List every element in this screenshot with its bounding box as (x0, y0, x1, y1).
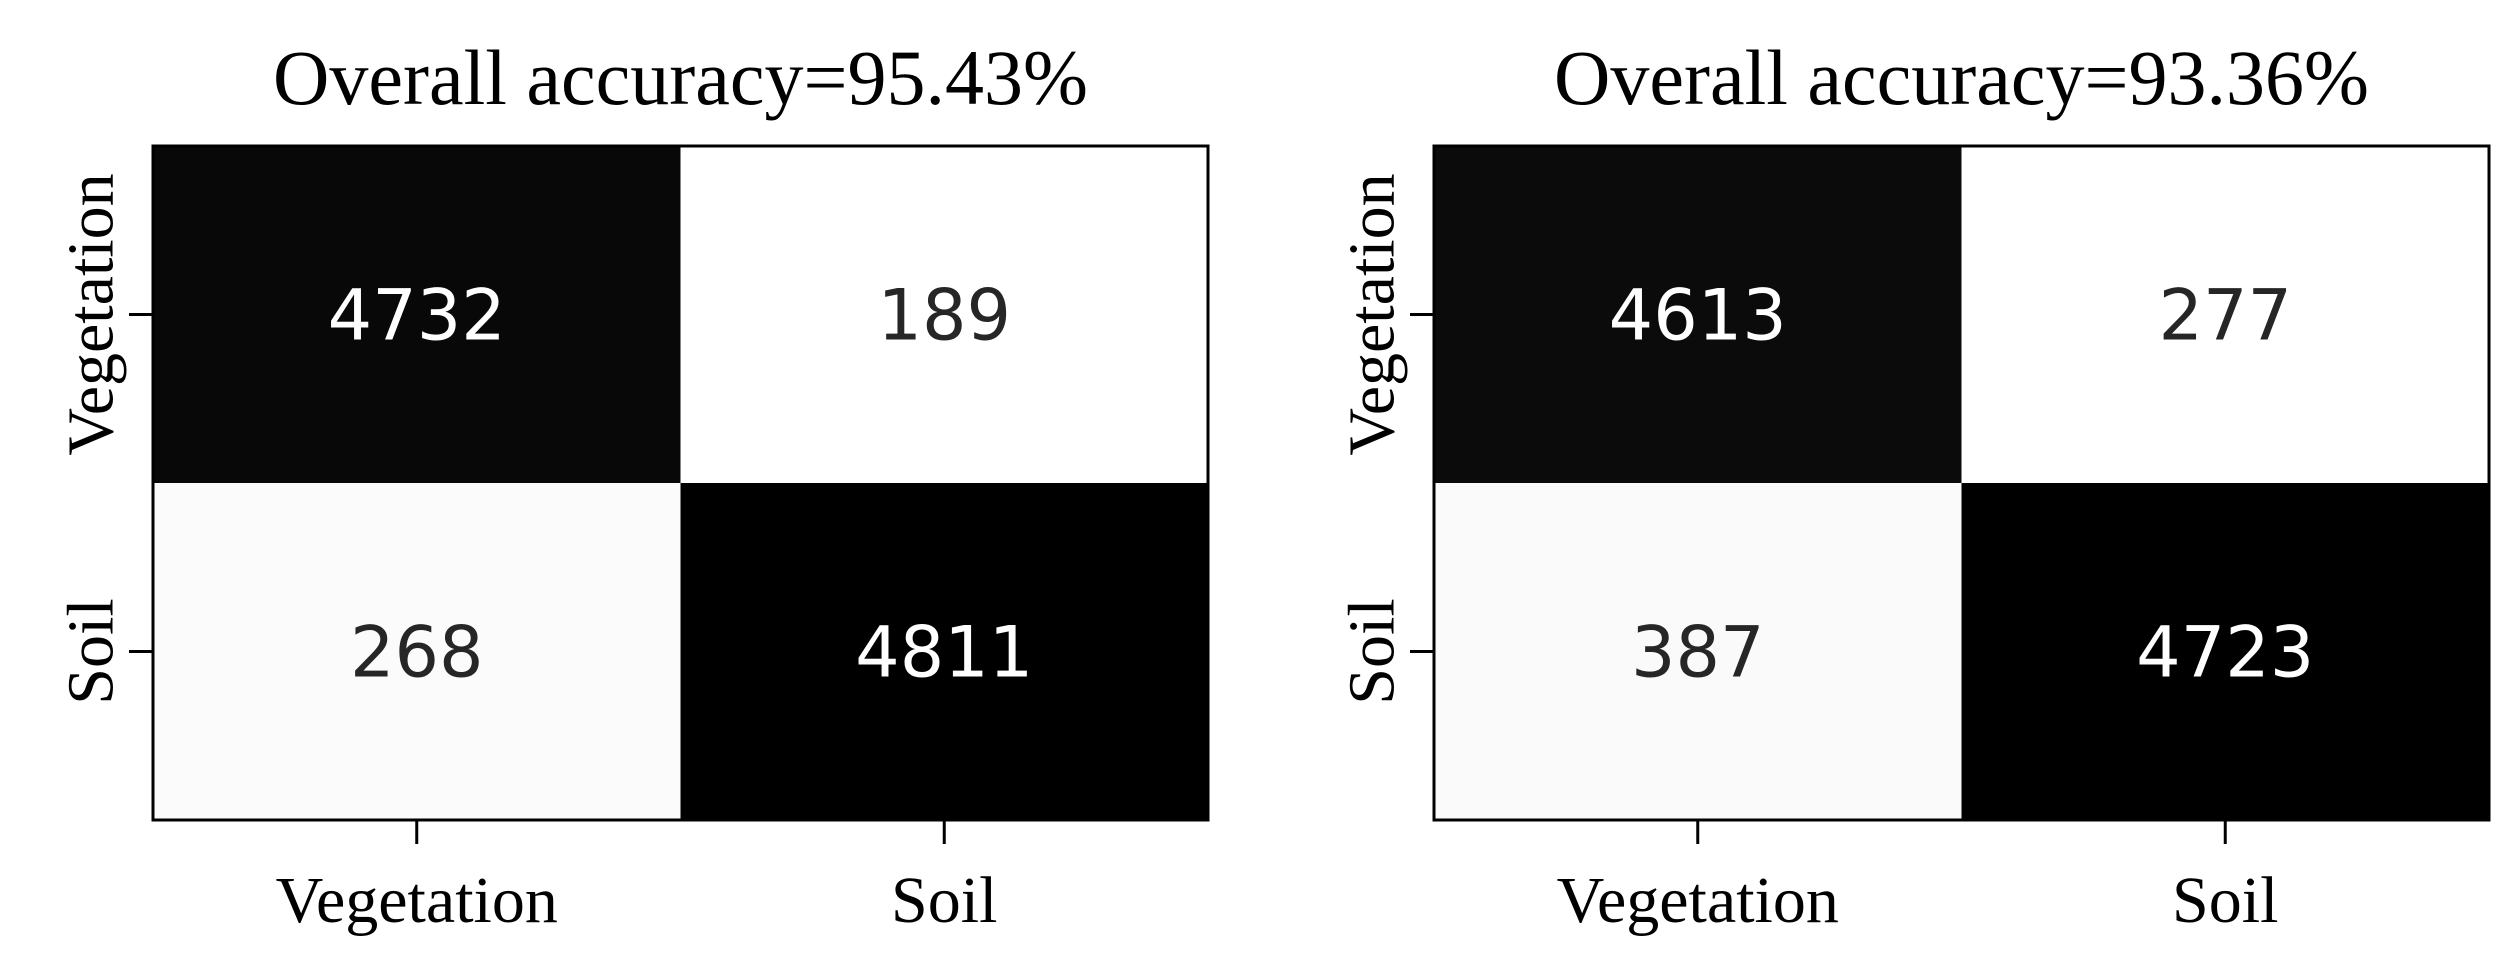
cell-value-label: 4732 (328, 275, 506, 357)
heatmap-cell (680, 483, 1209, 821)
chart-title: Overall accuracy=93.36% (1554, 34, 2369, 121)
y-tick-label: Vegetation (55, 173, 128, 455)
y-tick-label: Soil (1336, 598, 1409, 704)
plot-frame (1432, 144, 2491, 822)
cell-value-label: 4723 (2136, 612, 2314, 694)
cell-value-label: 387 (1631, 612, 1765, 694)
cell-value-label: 268 (350, 612, 484, 694)
x-tick-label: Vegetation (276, 864, 558, 937)
y-tick-label: Soil (55, 598, 128, 704)
x-tick-label: Soil (2172, 864, 2278, 937)
heatmap-cell (680, 146, 1209, 484)
x-tick-label: Vegetation (1557, 864, 1839, 937)
chart-title: Overall accuracy=95.43% (273, 34, 1088, 121)
cell-value-label: 4811 (855, 612, 1033, 694)
heatmap-cell (153, 146, 681, 484)
heatmap-cell (153, 483, 681, 821)
confusion-matrix-panel-1: Overall accuracy=95.43% 4732 189 268 4811 Veg… (55, 34, 1210, 937)
confusion-matrix-panel-2: Overall accuracy=93.36% 4613 277 387 4723 Veg… (1336, 34, 2491, 937)
cell-value-label: 189 (877, 275, 1011, 357)
heatmap-cell (1434, 483, 1962, 821)
x-tick-label: Soil (891, 864, 997, 937)
cell-value-label: 277 (2158, 275, 2292, 357)
heatmap-cell (1961, 483, 2490, 821)
y-tick-label: Vegetation (1336, 173, 1409, 455)
plot-frame (151, 144, 1210, 822)
heatmap-cell (1434, 146, 1962, 484)
heatmap-cell (1961, 146, 2490, 484)
cell-value-label: 4613 (1609, 275, 1787, 357)
